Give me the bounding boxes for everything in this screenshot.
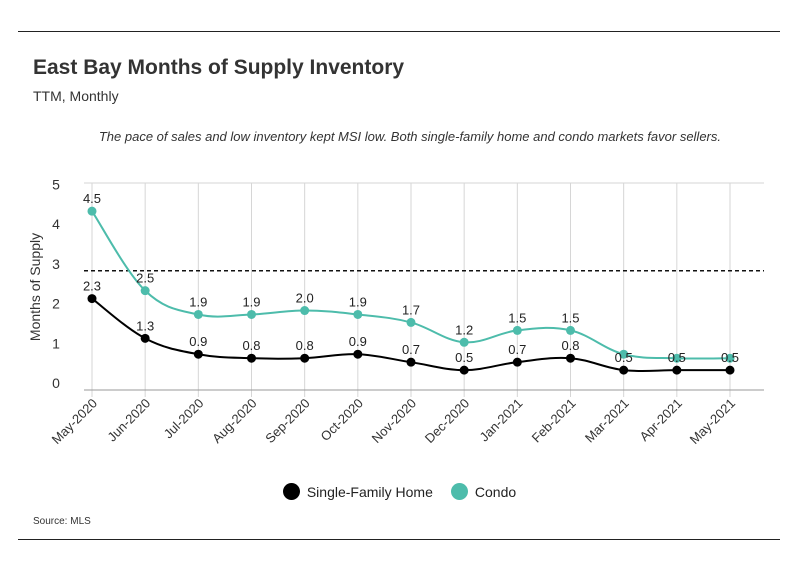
chart-title: East Bay Months of Supply Inventory bbox=[33, 56, 405, 79]
data-label-condo: 2.5 bbox=[136, 271, 154, 286]
data-point-single-family bbox=[140, 333, 150, 343]
data-label-single-family: 0.7 bbox=[508, 342, 526, 357]
x-tick-label: Jan-2021 bbox=[477, 396, 526, 445]
data-point-condo bbox=[300, 306, 310, 316]
data-label-single-family: 0.9 bbox=[189, 334, 207, 349]
chart-annotation: The pace of sales and low inventory kept… bbox=[98, 129, 721, 144]
legend: Single-Family Home Condo bbox=[0, 483, 799, 500]
y-axis-label: Months of Supply bbox=[27, 233, 43, 341]
data-point-single-family bbox=[193, 349, 203, 359]
data-point-condo bbox=[459, 337, 469, 347]
x-tick-label: May-2020 bbox=[49, 396, 100, 447]
legend-swatch-single-family bbox=[282, 483, 300, 500]
data-point-single-family bbox=[87, 294, 97, 304]
legend-label-single-family: Single-Family Home bbox=[306, 483, 433, 500]
legend-swatch-condo bbox=[450, 483, 468, 500]
data-label-single-family: 0.8 bbox=[561, 338, 579, 353]
data-label-single-family: 0.5 bbox=[721, 350, 739, 365]
x-tick-label: Mar-2021 bbox=[582, 396, 632, 446]
data-label-single-family: 0.5 bbox=[615, 350, 633, 365]
data-point-condo bbox=[406, 317, 416, 327]
data-label-condo: 1.9 bbox=[349, 294, 367, 309]
data-point-condo bbox=[140, 286, 150, 296]
data-point-condo bbox=[353, 309, 363, 319]
data-point-single-family bbox=[672, 365, 682, 375]
data-point-single-family bbox=[566, 353, 575, 363]
legend-item-single-family[interactable]: Single-Family Home bbox=[282, 483, 433, 500]
x-tick-label: Dec-2020 bbox=[422, 396, 472, 446]
data-label-condo: 1.2 bbox=[455, 322, 473, 337]
y-tick-label: 0 bbox=[52, 375, 60, 391]
data-label-single-family: 0.8 bbox=[242, 338, 260, 353]
data-point-single-family bbox=[300, 353, 310, 363]
x-tick-label: Nov-2020 bbox=[369, 396, 419, 446]
y-tick-label: 3 bbox=[52, 256, 60, 272]
x-tick-label: Aug-2020 bbox=[209, 396, 259, 446]
data-point-condo bbox=[512, 325, 522, 335]
x-tick-label: Feb-2021 bbox=[529, 396, 579, 446]
x-tick-label: Jun-2020 bbox=[104, 396, 153, 445]
chart-subtitle: TTM, Monthly bbox=[33, 88, 119, 104]
data-label-condo: 2.0 bbox=[296, 291, 314, 306]
data-label-condo: 1.7 bbox=[402, 302, 420, 317]
data-point-condo bbox=[193, 309, 203, 319]
data-point-condo bbox=[725, 353, 735, 363]
data-point-condo bbox=[672, 353, 682, 363]
y-tick-label: 2 bbox=[52, 296, 60, 312]
x-tick-label: May-2021 bbox=[687, 396, 738, 447]
data-point-single-family bbox=[406, 357, 416, 367]
data-point-single-family bbox=[512, 357, 522, 367]
x-tick-label: Apr-2021 bbox=[637, 396, 685, 444]
data-point-condo bbox=[247, 309, 256, 319]
data-label-single-family: 1.3 bbox=[136, 318, 154, 333]
data-point-condo bbox=[619, 349, 629, 359]
y-tick-label: 1 bbox=[52, 335, 60, 351]
data-point-condo bbox=[87, 206, 97, 216]
line-chart: 0 1 2 3 4 5 Months of Supply May-2020 Jun-2020 Ju… bbox=[27, 176, 764, 447]
x-tick-label: Sep-2020 bbox=[262, 396, 312, 446]
data-label-condo: 1.5 bbox=[561, 310, 579, 325]
x-tick-label: Oct-2020 bbox=[318, 396, 366, 444]
bottom-rule bbox=[18, 539, 780, 540]
data-label-single-family: 0.5 bbox=[668, 350, 686, 365]
x-tick-label: Jul-2020 bbox=[161, 396, 207, 442]
legend-item-condo[interactable]: Condo bbox=[450, 483, 517, 500]
data-label-single-family: 0.5 bbox=[455, 350, 473, 365]
data-label-single-family: 2.3 bbox=[83, 279, 101, 294]
data-point-condo bbox=[566, 325, 575, 335]
data-label-condo: 1.9 bbox=[242, 294, 260, 309]
source-note: Source: MLS bbox=[33, 516, 91, 527]
data-label-condo: 1.9 bbox=[189, 294, 207, 309]
top-rule bbox=[18, 31, 780, 32]
data-label-single-family: 0.8 bbox=[296, 338, 314, 353]
data-point-single-family bbox=[459, 365, 469, 375]
data-point-single-family bbox=[247, 353, 256, 363]
data-label-condo: 1.5 bbox=[508, 310, 526, 325]
data-label-single-family: 0.7 bbox=[402, 342, 420, 357]
y-tick-label: 4 bbox=[52, 216, 60, 232]
legend-label-condo: Condo bbox=[474, 483, 517, 500]
data-label-condo: 4.5 bbox=[83, 191, 101, 206]
data-point-single-family bbox=[353, 349, 363, 359]
data-point-single-family bbox=[725, 365, 735, 375]
data-label-single-family: 0.9 bbox=[349, 334, 367, 349]
data-point-single-family bbox=[619, 365, 629, 375]
y-tick-label: 5 bbox=[52, 176, 60, 192]
